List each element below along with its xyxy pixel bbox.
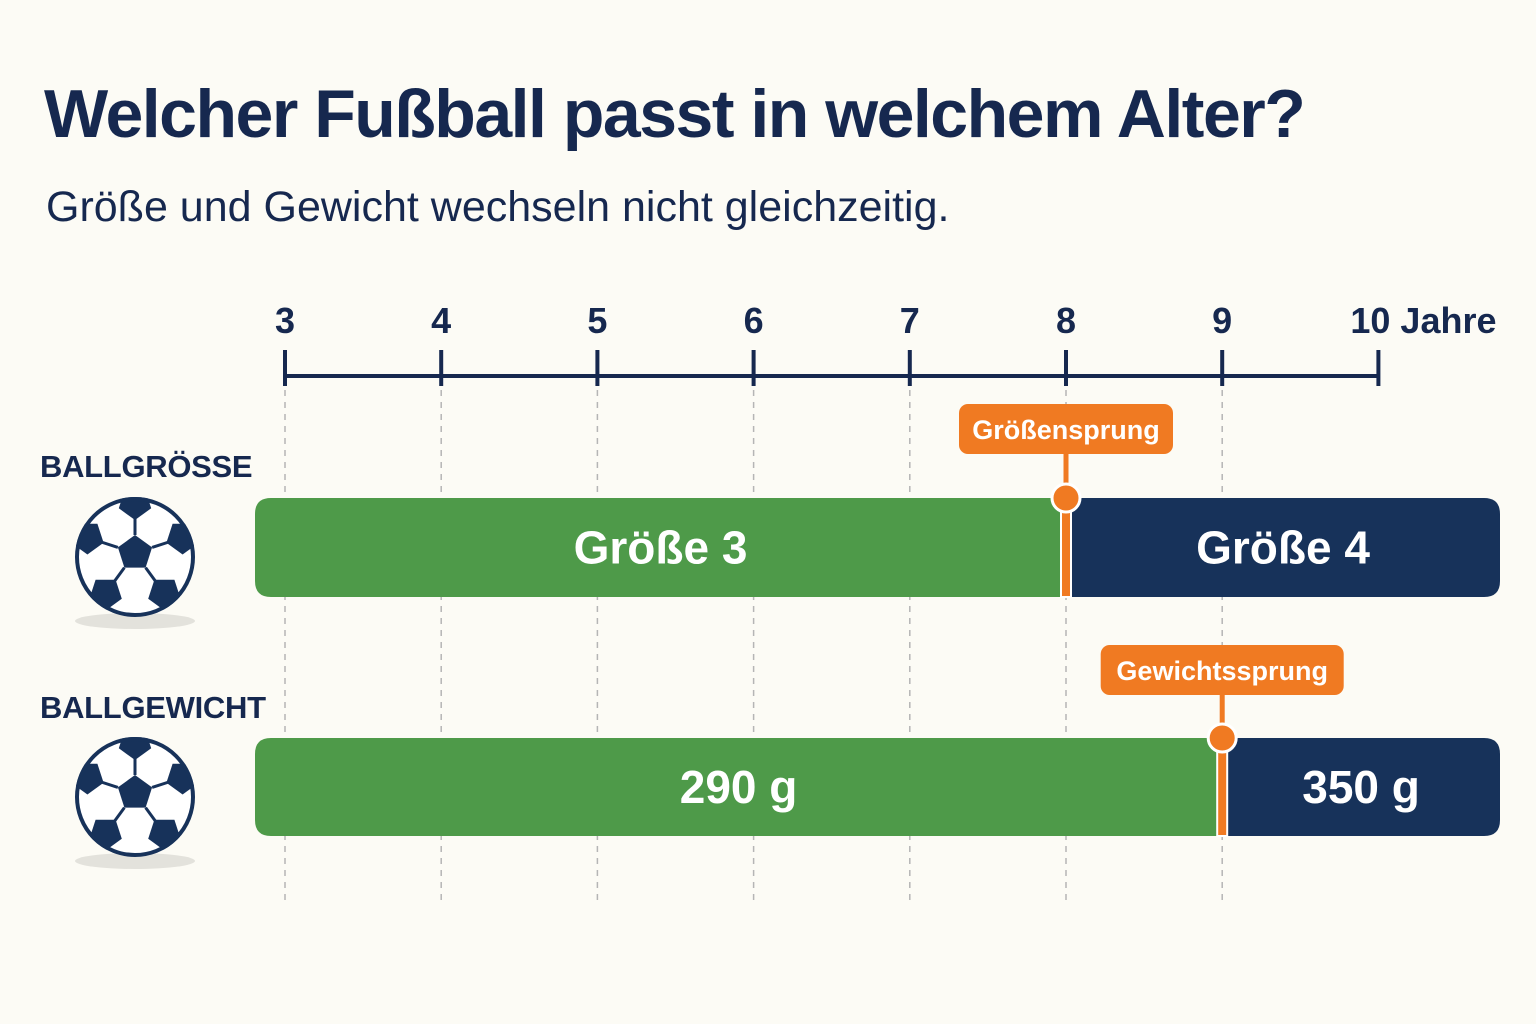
row-label: BALLGRÖSSE — [40, 449, 252, 484]
marker-line — [1216, 741, 1229, 837]
page-subtitle: Größe und Gewicht wechseln nicht gleichz… — [46, 183, 950, 231]
bar-segment — [1066, 498, 1500, 597]
bar-segment-label: 290 g — [680, 761, 798, 813]
bar-segment-label: Größe 3 — [574, 522, 748, 574]
marker-dot — [1050, 482, 1082, 514]
row-label: BALLGEWICHT — [40, 690, 266, 725]
axis-tick-label: 5 — [587, 300, 607, 341]
axis-tick-label: 9 — [1212, 300, 1232, 341]
callout-box — [959, 404, 1173, 454]
soccer-ball-icon — [75, 497, 195, 629]
bar-segment — [1222, 738, 1500, 836]
callout-label: Gewichtssprung — [1116, 656, 1328, 686]
bar-segment — [255, 498, 1066, 597]
axis-tick-label: 3 — [275, 300, 295, 341]
page-title: Welcher Fußball passt in welchem Alter? — [44, 76, 1306, 152]
axis-tick-label: 4 — [431, 300, 451, 341]
axis-tick-label: 8 — [1056, 300, 1076, 341]
marker-line — [1060, 501, 1072, 598]
soccer-ball-icon — [75, 737, 195, 869]
callout-box — [1100, 645, 1344, 695]
axis-tick-label: 7 — [900, 300, 920, 341]
callout-label: Größensprung — [972, 415, 1160, 445]
bar-segment-label: Größe 4 — [1196, 522, 1370, 574]
bar-segment — [255, 738, 1223, 836]
axis-tick-label: 6 — [744, 300, 764, 341]
bar-segment-label: 350 g — [1302, 761, 1420, 813]
axis-tick-label: 10 Jahre — [1350, 300, 1496, 341]
marker-dot — [1206, 722, 1238, 754]
